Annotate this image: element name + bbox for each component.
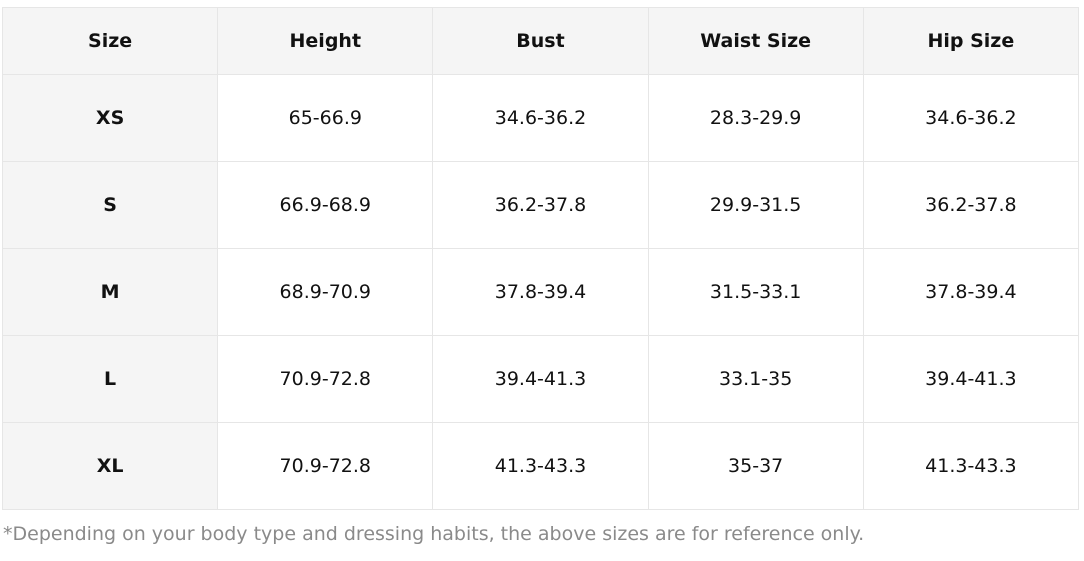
size-cell: S <box>1 161 219 249</box>
table-cell: 68.9-70.9 <box>217 248 434 336</box>
table-cell: 39.4-41.3 <box>862 335 1080 423</box>
table-cell: 37.8-39.4 <box>862 248 1080 336</box>
size-cell: XL <box>1 422 219 510</box>
table-row: XL 70.9-72.8 41.3-43.3 35-37 41.3-43.3 <box>1 422 1080 510</box>
table-cell: 28.3-29.9 <box>647 74 864 162</box>
table-cell: 34.6-36.2 <box>862 74 1080 162</box>
table-cell: 70.9-72.8 <box>217 335 434 423</box>
table-cell: 35-37 <box>647 422 864 510</box>
size-table: Size Height Bust Waist Size Hip Size XS 65-66.… <box>1 7 1080 510</box>
table-cell: 41.3-43.3 <box>862 422 1080 510</box>
table-cell: 70.9-72.8 <box>217 422 434 510</box>
table-cell: 39.4-41.3 <box>432 335 649 423</box>
header-cell: Size <box>1 7 219 75</box>
table-cell: 65-66.9 <box>217 74 434 162</box>
table-cell: 31.5-33.1 <box>647 248 864 336</box>
size-cell: XS <box>1 74 219 162</box>
table-cell: 41.3-43.3 <box>432 422 649 510</box>
table-cell: 29.9-31.5 <box>647 161 864 249</box>
table-cell: 33.1-35 <box>647 335 864 423</box>
table-row: S 66.9-68.9 36.2-37.8 29.9-31.5 36.2-37.8 <box>1 161 1080 249</box>
table-cell: 37.8-39.4 <box>432 248 649 336</box>
note: *Depending on your body type and dressin… <box>3 523 865 545</box>
header-row: Size Height Bust Waist Size Hip Size <box>1 7 1080 75</box>
size-cell: M <box>1 248 219 336</box>
table-row: L 70.9-72.8 39.4-41.3 33.1-35 39.4-41.3 <box>1 335 1080 423</box>
table-row: M 68.9-70.9 37.8-39.4 31.5-33.1 37.8-39.4 <box>1 248 1080 336</box>
header-cell: Bust <box>432 7 649 75</box>
table-cell: 36.2-37.8 <box>862 161 1080 249</box>
table-cell: 66.9-68.9 <box>217 161 434 249</box>
header-cell: Height <box>217 7 434 75</box>
size-cell: L <box>1 335 219 423</box>
table-cell: 36.2-37.8 <box>432 161 649 249</box>
header-cell: Hip Size <box>862 7 1080 75</box>
table-row: XS 65-66.9 34.6-36.2 28.3-29.9 34.6-36.2 <box>1 74 1080 162</box>
header-cell: Waist Size <box>647 7 864 75</box>
table-cell: 34.6-36.2 <box>432 74 649 162</box>
